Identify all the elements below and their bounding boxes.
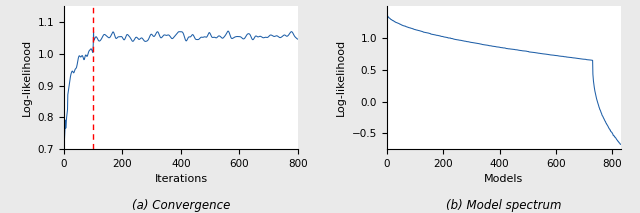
Title: (a) Convergence: (a) Convergence (132, 199, 230, 212)
Y-axis label: Log-likelihood: Log-likelihood (22, 39, 32, 116)
Title: (b) Model spectrum: (b) Model spectrum (446, 199, 561, 212)
Y-axis label: Log-likelihood: Log-likelihood (337, 39, 346, 116)
X-axis label: Iterations: Iterations (154, 174, 207, 184)
X-axis label: Models: Models (484, 174, 524, 184)
